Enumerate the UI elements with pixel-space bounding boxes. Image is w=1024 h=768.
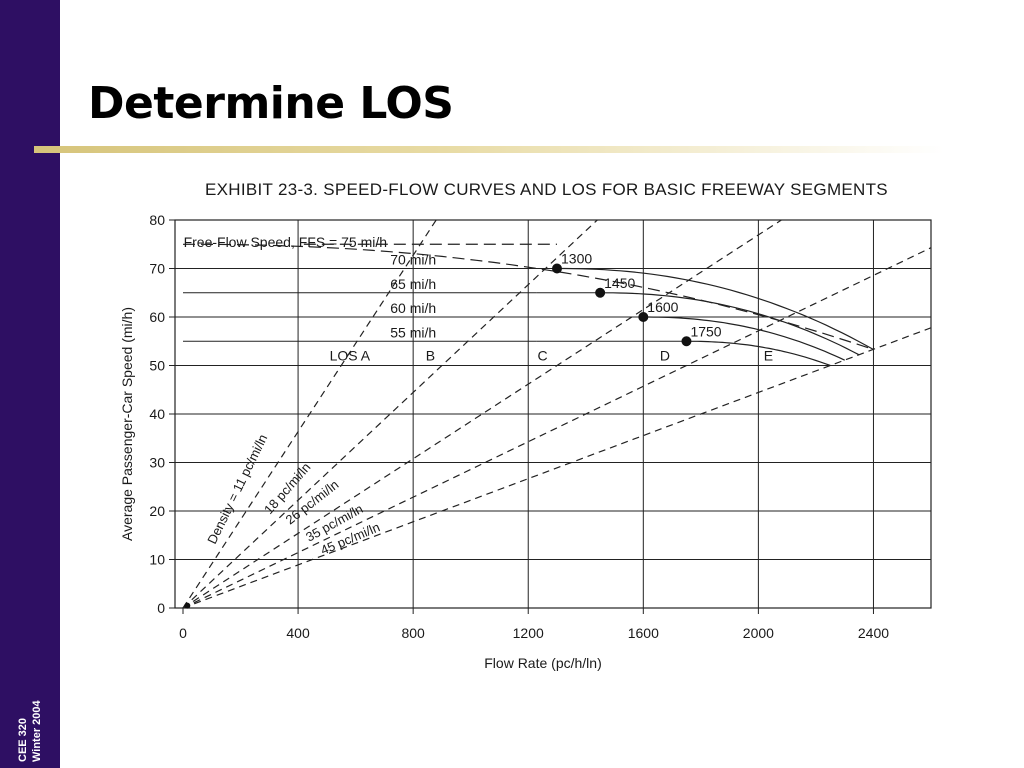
x-tick-label: 2000	[743, 625, 774, 641]
breakpoint-marker	[638, 312, 649, 322]
sidebar: CEE 320 Winter 2004	[0, 0, 60, 768]
title-underline	[34, 146, 944, 153]
los-label: B	[426, 348, 435, 364]
breakpoint-label: 1750	[690, 323, 721, 339]
ffs-header-label: Free-Flow Speed, FFS = 75 mi/h	[184, 234, 387, 250]
los-label: C	[538, 348, 548, 364]
speed-curve-label: 60 mi/h	[390, 300, 436, 316]
breakpoint-marker	[595, 287, 606, 298]
breakpoint-marker	[681, 336, 692, 347]
density-line	[182, 220, 782, 608]
chart-title: EXHIBIT 23-3. SPEED-FLOW CURVES AND LOS …	[205, 180, 888, 200]
y-axis-label: Average Passenger-Car Speed (mi/h)	[119, 307, 135, 541]
density-line	[182, 220, 437, 608]
y-tick-label: 80	[149, 212, 165, 228]
x-tick-label: 400	[286, 625, 310, 641]
breakpoint-marker	[552, 263, 562, 274]
los-label: D	[660, 348, 670, 364]
y-tick-label: 60	[149, 309, 165, 325]
slide-title: Determine LOS	[88, 78, 454, 129]
speed-flow-curve	[183, 243, 874, 351]
y-tick-label: 40	[149, 406, 165, 422]
breakpoint-label: 1600	[647, 299, 678, 315]
x-tick-label: 800	[401, 625, 425, 641]
speed-curve-label: 55 mi/h	[390, 324, 436, 340]
x-tick-label: 1200	[513, 625, 544, 641]
y-tick-label: 50	[149, 358, 165, 374]
density-line	[182, 220, 598, 608]
speed-flow-curve	[686, 340, 831, 367]
x-tick-label: 2400	[858, 625, 889, 641]
y-tick-label: 20	[149, 503, 165, 519]
y-tick-label: 10	[149, 552, 165, 568]
speed-flow-curve	[600, 292, 860, 356]
x-tick-label: 1600	[628, 625, 659, 641]
y-tick-label: 0	[157, 600, 165, 616]
los-label: LOS A	[330, 348, 371, 364]
speed-flow-curve	[557, 267, 874, 351]
x-axis-label: Flow Rate (pc/h/ln)	[484, 655, 601, 671]
chart-title-text: EXHIBIT 23-3. SPEED-FLOW CURVES AND LOS …	[205, 180, 888, 199]
los-label: E	[764, 348, 773, 364]
y-tick-label: 30	[149, 455, 165, 471]
density-line	[182, 327, 931, 608]
speed-curve-label: 70 mi/h	[390, 252, 436, 268]
breakpoint-label: 1450	[604, 275, 635, 291]
speed-curve-label: 65 mi/h	[390, 276, 436, 292]
density-line	[182, 247, 931, 608]
y-tick-label: 70	[149, 261, 165, 277]
breakpoint-label: 1300	[561, 251, 592, 267]
speed-flow-curve	[643, 316, 845, 361]
density-label: Density = 11 pc/mi/ln	[204, 432, 270, 546]
origin-marker	[184, 602, 191, 609]
x-tick-label: 0	[179, 625, 187, 641]
